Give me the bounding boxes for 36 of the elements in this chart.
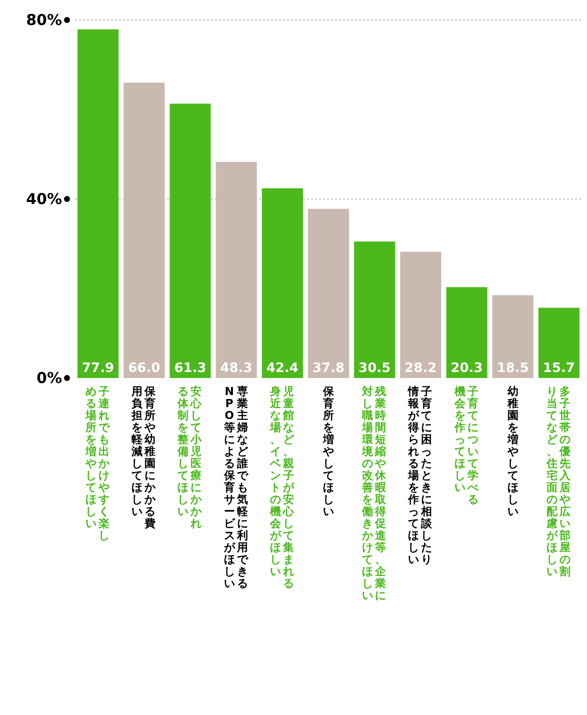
category-label: 子育てについて学べる機会を作ってほしい <box>454 385 478 506</box>
category-label: 子連れでも出かけやすく楽しめる場所を増やしてほしい <box>86 385 110 542</box>
bar <box>216 162 257 378</box>
category-label: 多子世帯の優先入居や広い部屋の割り当てなど、住宅面の配慮がほしい <box>546 385 570 578</box>
bar <box>262 188 303 378</box>
y-tick-label: 40% <box>26 190 62 208</box>
category-label: 子育てに困ったときに相談したり情報が得られる場を作ってほしい <box>408 385 432 566</box>
data-label: 15.7 <box>542 361 575 376</box>
bar <box>170 104 211 378</box>
category-label: 保育所や幼稚園にかかる費用負担を軽減してほしい <box>132 385 156 530</box>
data-label: 77.9 <box>82 361 114 376</box>
bar <box>354 242 396 378</box>
category-label: 幼稚園を増やしてほしい <box>507 385 518 518</box>
data-label: 66.0 <box>128 361 160 376</box>
y-tick-label: 80% <box>26 11 62 29</box>
bar <box>78 29 119 378</box>
category-label: 児童館など、親子が安心して集まれる身近な場、イベントの機会がほしい <box>270 385 294 590</box>
data-label: 18.5 <box>496 361 529 376</box>
data-label: 28.2 <box>404 361 437 376</box>
y-tick-label: 0% <box>36 369 62 387</box>
bar <box>400 252 442 378</box>
category-label: 専業主婦など誰でも気軽に利用できるNPO等による保育サービスがほしい <box>224 385 248 590</box>
category-label: 残業時間短縮や休暇取得促進等、企業に対し職場環境の改善を働きかけてほしい <box>362 385 386 602</box>
data-label: 48.3 <box>220 361 252 376</box>
bar <box>308 208 350 378</box>
data-label: 37.8 <box>312 361 345 376</box>
data-label: 61.3 <box>174 361 206 376</box>
category-label: 安心して小児医療にかかれる体制を整備してほしい <box>178 385 202 530</box>
bar <box>124 82 165 378</box>
category-label: 保育所を増やしてほしい <box>323 385 334 518</box>
data-label: 30.5 <box>358 361 391 376</box>
bar <box>446 287 488 378</box>
bar <box>492 295 534 378</box>
bar <box>538 308 580 378</box>
data-label: 42.4 <box>266 361 298 376</box>
data-label: 20.3 <box>450 361 483 376</box>
